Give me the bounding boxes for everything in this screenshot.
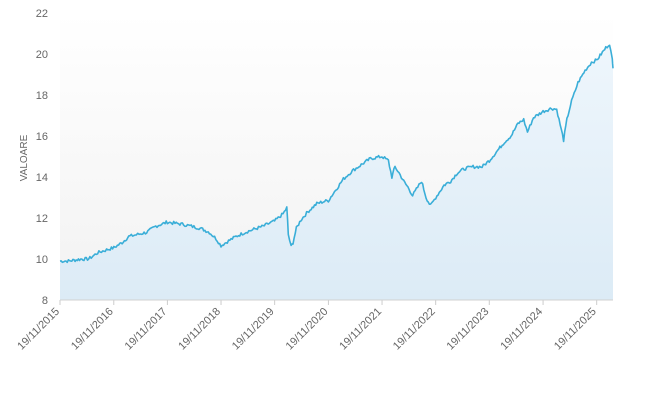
series-area-fill bbox=[60, 45, 613, 300]
y-tick-label: 16 bbox=[36, 131, 48, 143]
x-tick-label: 19/11/2018 bbox=[176, 306, 223, 353]
x-tick-label: 19/11/2021 bbox=[337, 306, 384, 353]
x-tick-label: 19/11/2020 bbox=[284, 306, 331, 353]
x-tick-label: 19/11/2015 bbox=[15, 306, 62, 353]
y-tick-label: 20 bbox=[36, 49, 48, 61]
series-line bbox=[59, 44, 614, 264]
x-tick-label: 19/11/2022 bbox=[391, 306, 438, 353]
x-tick-label: 19/11/2017 bbox=[123, 306, 170, 353]
y-tick-label: 22 bbox=[36, 8, 48, 20]
y-tick-label: 10 bbox=[36, 254, 48, 266]
y-tick-label: 8 bbox=[42, 295, 48, 307]
y-tick-label: 12 bbox=[36, 213, 48, 225]
x-tick-label: 19/11/2025 bbox=[552, 306, 599, 353]
y-tick-label: 14 bbox=[36, 172, 48, 184]
x-tick-label: 19/11/2024 bbox=[498, 306, 545, 353]
x-tick-label: 19/11/2023 bbox=[445, 306, 492, 353]
y-tick-label: 18 bbox=[36, 90, 48, 102]
x-tick-label: 19/11/2016 bbox=[69, 306, 116, 353]
x-axis: 19/11/2015 19/11/2016 19/11/2017 19/11/2018… bbox=[15, 300, 599, 352]
y-axis-label: VALOARE bbox=[19, 134, 30, 181]
y-axis: 8 10 12 14 16 18 20 22 bbox=[36, 8, 48, 307]
x-tick-label: 19/11/2019 bbox=[230, 306, 277, 353]
